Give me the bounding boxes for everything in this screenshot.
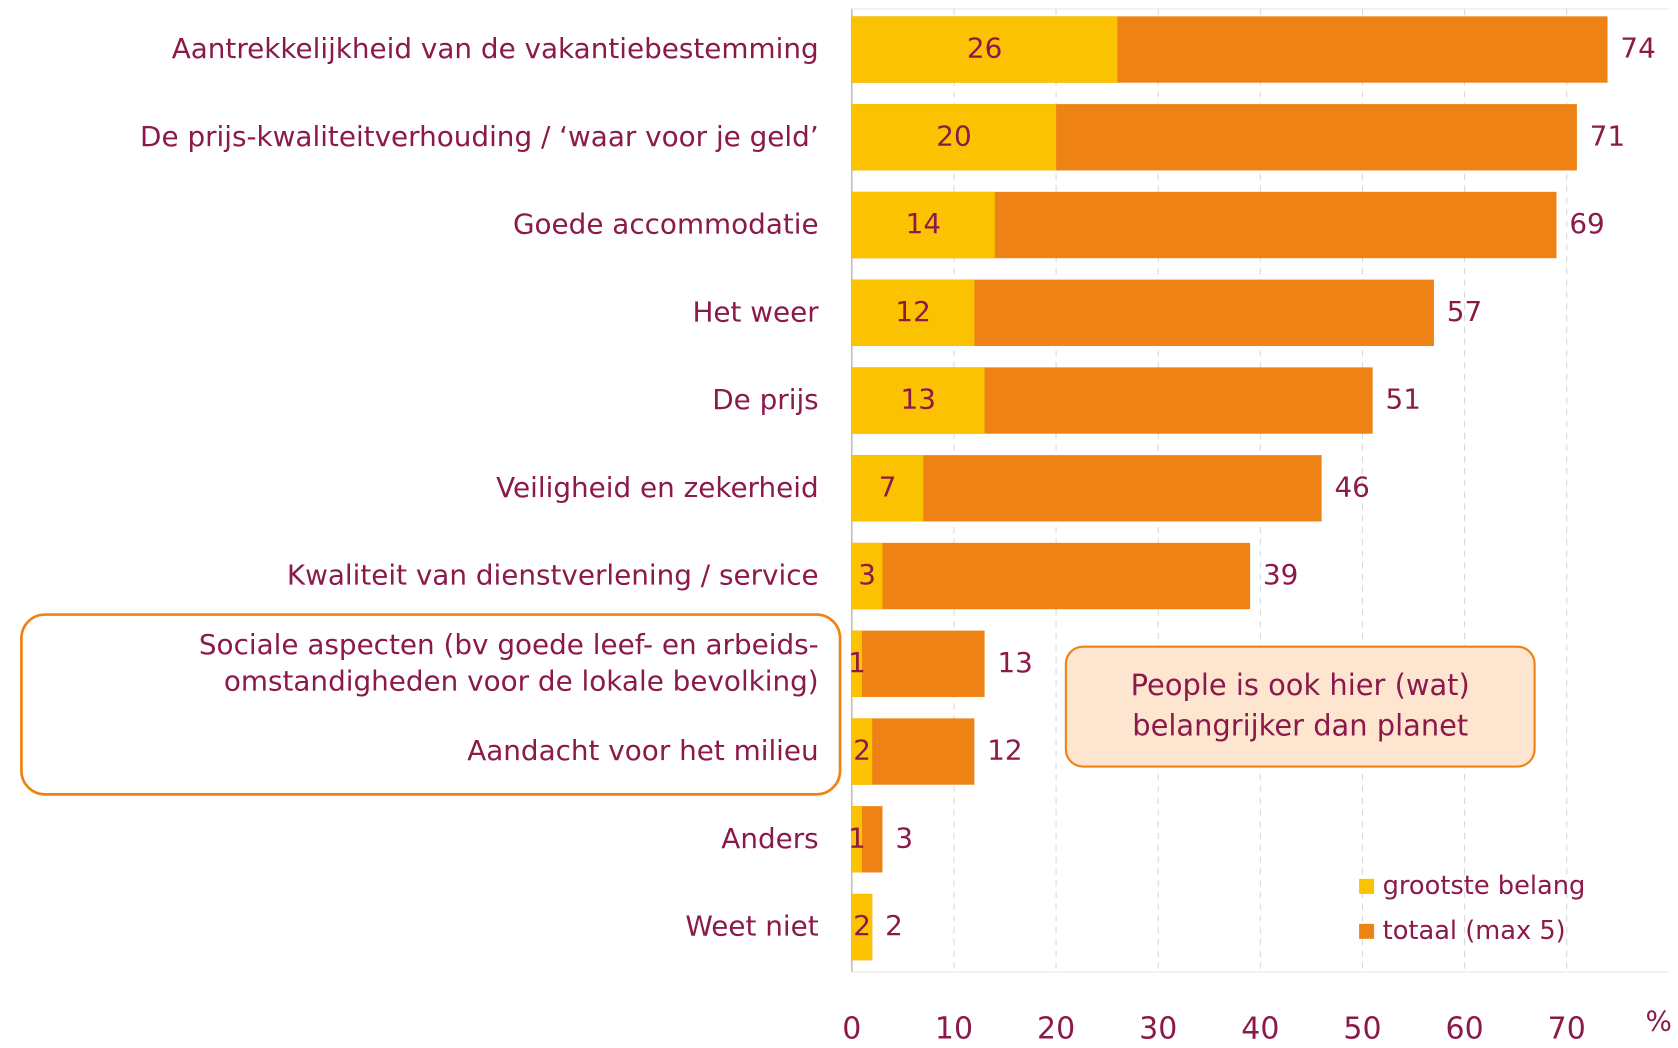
data-label: 51 bbox=[1386, 383, 1421, 416]
y-tick-label: Aandacht voor het milieu bbox=[467, 735, 819, 768]
y-tick-label-box: Het weer bbox=[692, 296, 819, 329]
data-label: 2 bbox=[853, 909, 871, 942]
data-label: 2 bbox=[853, 734, 871, 767]
data-label: 14 bbox=[906, 207, 941, 240]
data-label: 1 bbox=[848, 821, 866, 854]
data-label: 74 bbox=[1620, 32, 1655, 65]
data-label: 69 bbox=[1569, 207, 1604, 240]
bar bbox=[851, 191, 995, 259]
bar bbox=[851, 893, 873, 961]
y-tick-label-box: De prijs-kwaliteitverhouding / ‘waar voo… bbox=[140, 121, 819, 154]
data-label: 12 bbox=[895, 295, 930, 328]
y-tick-label-box: Goede accommodatie bbox=[512, 208, 819, 242]
highlight-box bbox=[20, 613, 842, 796]
x-tick-label: 40 bbox=[1241, 1011, 1279, 1044]
data-label: 1 bbox=[848, 646, 866, 679]
data-label: 46 bbox=[1334, 470, 1369, 503]
annotation: People is ook hier (wat) belangrijker da… bbox=[1130, 669, 1470, 743]
bar bbox=[851, 367, 985, 434]
y-tick-label: Aantrekkelijkheid van de vakantiebestemm… bbox=[171, 33, 819, 66]
y-tick-label: Veiligheid en zekerheid bbox=[496, 472, 819, 505]
data-label: 39 bbox=[1263, 558, 1298, 591]
bar bbox=[851, 455, 1322, 522]
bar bbox=[851, 16, 1118, 83]
data-label: 3 bbox=[895, 821, 913, 854]
data-label: 3 bbox=[858, 558, 876, 591]
data-label: 26 bbox=[967, 32, 1002, 65]
data-label: 71 bbox=[1590, 119, 1625, 152]
x-tick-label: 20 bbox=[1037, 1011, 1075, 1044]
y-tick-label: Anders bbox=[721, 823, 819, 856]
annotation-box bbox=[1064, 645, 1536, 768]
data-label: 13 bbox=[997, 646, 1032, 679]
bar bbox=[851, 279, 975, 346]
y-tick-label-box: Aandacht voor het milieu bbox=[467, 735, 819, 768]
y-tick-label: Weet niet bbox=[685, 911, 819, 944]
data-label: 12 bbox=[987, 734, 1022, 767]
bar bbox=[851, 806, 863, 873]
x-tick-label: 10 bbox=[935, 1011, 973, 1044]
x-tick-label: 70 bbox=[1548, 1011, 1586, 1044]
bar bbox=[851, 542, 883, 610]
y-tick-label: De prijs-kwaliteitverhouding / ‘waar voo… bbox=[140, 121, 819, 154]
bar bbox=[851, 630, 985, 697]
x-tick-label: 0 bbox=[842, 1011, 861, 1044]
bar bbox=[851, 104, 1057, 171]
x-tick-label: 50 bbox=[1343, 1011, 1381, 1044]
data-label: 57 bbox=[1447, 295, 1482, 328]
x-tick-label: 60 bbox=[1446, 1011, 1484, 1044]
bar bbox=[851, 630, 863, 697]
x-axis-label: % bbox=[1646, 1004, 1672, 1037]
y-tick-label: De prijs bbox=[712, 384, 819, 417]
y-tick-label: Goede accommodatie bbox=[512, 208, 819, 242]
data-label: 7 bbox=[879, 470, 897, 503]
y-tick-label-box: Anders bbox=[721, 823, 819, 856]
bar bbox=[851, 718, 975, 785]
legend-label: totaal (max 5) bbox=[1383, 916, 1566, 946]
y-tick-label: Sociale aspecten (bv goede leef- en arbe… bbox=[198, 629, 819, 699]
x-tick-label: 30 bbox=[1139, 1011, 1177, 1044]
y-tick-label-box: Aantrekkelijkheid van de vakantiebestemm… bbox=[171, 33, 819, 66]
legend-label: grootste belang bbox=[1383, 871, 1586, 901]
y-tick-label-box: Veiligheid en zekerheid bbox=[496, 472, 819, 505]
legend-swatch bbox=[1359, 923, 1375, 939]
y-tick-label-box: Sociale aspecten (bv goede leef- en arbe… bbox=[198, 629, 819, 699]
legend-swatch bbox=[1359, 878, 1375, 894]
bar bbox=[851, 718, 873, 785]
y-tick-label: Kwaliteit van dienstverlening / service bbox=[286, 559, 819, 593]
data-label: 13 bbox=[901, 383, 936, 416]
annotation-box: People is ook hier (wat) belangrijker da… bbox=[1130, 669, 1470, 743]
bar bbox=[851, 455, 924, 522]
y-tick-label-box: Kwaliteit van dienstverlening / service bbox=[286, 559, 819, 593]
y-tick-label-box: Weet niet bbox=[685, 911, 819, 944]
y-tick-label-box: De prijs bbox=[712, 384, 819, 417]
bar bbox=[851, 542, 1251, 610]
data-label: 2 bbox=[885, 909, 903, 942]
y-tick-label: Het weer bbox=[692, 296, 819, 329]
data-label: 20 bbox=[936, 119, 971, 152]
